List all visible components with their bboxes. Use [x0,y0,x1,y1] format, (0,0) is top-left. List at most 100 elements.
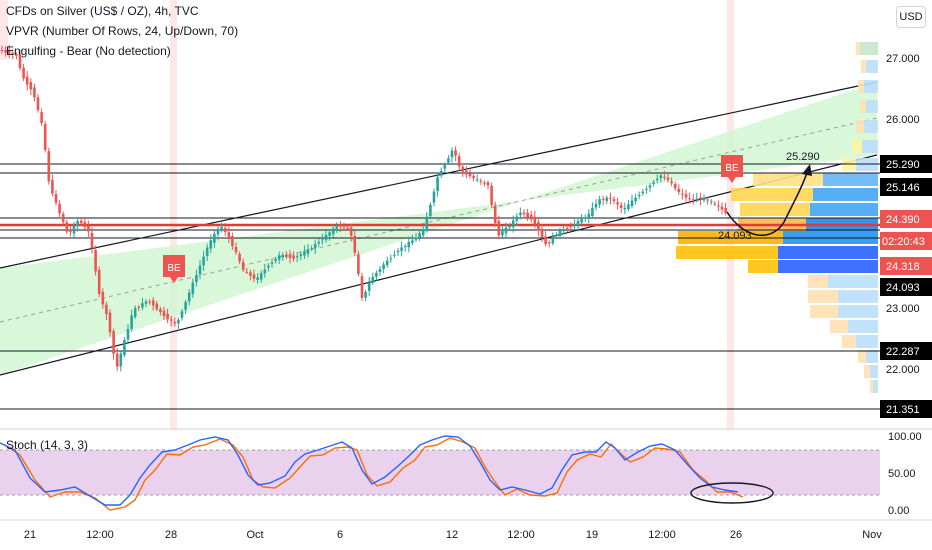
candle-body [76,220,79,227]
badge-countdown: 02:20:43 [880,232,932,250]
price-candles [0,44,727,372]
volume-profile [676,42,878,393]
time-tick: 19 [586,529,598,541]
candle-body [256,277,259,280]
engulfing-marker-label: BE [725,163,739,174]
candle-body [285,254,288,257]
candle-body [357,254,360,274]
candle-body [713,203,717,205]
candle-body [51,180,54,194]
badge-25146: 25.146 [880,178,932,196]
stoch-axis[interactable]: 100.00 50.00 0.00 [888,431,922,517]
candle-body [339,224,342,227]
price-axis[interactable]: 27.000 26.000 23.000 22.000 [886,53,920,376]
currency-button[interactable]: USD [896,6,926,28]
candle-body [47,151,51,182]
candle-body [252,274,256,279]
candle-body [137,306,141,308]
horizontal-levels [0,163,880,410]
volume-bar-up [778,246,878,259]
stoch-tick: 0.00 [888,505,909,517]
volume-bar-up [823,173,878,186]
time-axis[interactable]: 21 12:00 28 Oct 6 12 12:00 19 12:00 26 N… [24,529,882,541]
candle-body [515,216,519,221]
candle-body [83,221,87,228]
candle-body [36,97,40,110]
candle-body [522,212,526,215]
candle-body [519,212,522,216]
candle-body [396,251,400,253]
candle-body [144,301,148,304]
candle-body [641,191,645,194]
volume-bar-down [858,350,866,363]
candle-body [684,194,688,198]
candle-body [54,194,58,203]
badge-21351: 21.351 [880,400,932,418]
volume-bar-up [778,260,878,273]
time-tick: 12:00 [648,529,676,541]
candle-body [454,150,457,156]
candle-body [724,207,727,213]
candle-body [0,50,4,52]
candle-body [79,220,83,224]
candle-body [447,158,450,163]
engulfing-legend[interactable]: Engulfing - Bear (No detection) [6,44,171,58]
candle-body [69,231,72,233]
volume-bar-down [858,80,864,93]
candle-body [11,52,15,55]
candle-body [123,340,126,356]
svg-text:25.146: 25.146 [886,182,920,194]
candle-body [231,236,234,246]
candle-body [141,303,144,308]
vpvr-legend[interactable]: VPVR (Number Of Rows, 24, Up/Down, 70) [6,24,239,38]
candle-body [202,256,205,266]
volume-bar-down [810,305,838,318]
stoch-legend[interactable]: Stoch (14, 3, 3) [6,438,89,452]
price-tick: 23.000 [886,303,920,315]
support-price-label: 24.093 [718,230,752,242]
candle-body [605,197,609,201]
candle-body [371,276,375,283]
candle-body [493,205,497,224]
candle-body [22,67,25,79]
candle-body [443,164,447,169]
candle-body [306,249,310,254]
volume-bar-down [860,100,866,113]
candle-body [263,269,267,274]
candle-body [565,227,569,229]
volume-bar-down [808,290,838,303]
candle-body [346,227,349,229]
candle-body [159,309,162,312]
candle-body [313,243,317,249]
candle-body [40,112,43,123]
candle-body [324,234,328,240]
volume-bar-down [856,42,860,55]
volume-bar-down [856,120,864,133]
stoch-tick: 100.00 [888,431,922,443]
session-highlights [0,0,734,430]
volume-bar-down [870,380,873,393]
candle-body [429,204,432,217]
candle-body [634,197,637,202]
svg-text:22.287: 22.287 [886,346,920,358]
candle-body [425,216,429,231]
candle-body [187,292,191,302]
volume-bar-down [748,260,778,273]
candle-body [130,315,133,329]
candle-body [706,199,709,201]
candle-body [33,87,36,98]
candle-body [616,202,619,205]
svg-text:02:20:43: 02:20:43 [882,236,925,248]
candle-body [511,220,515,228]
candle-body [133,308,137,317]
badge-22287: 22.287 [880,342,932,360]
candle-body [526,212,529,218]
symbol-legend[interactable]: CFDs on Silver (US$ / OZ), 4h, TVC [6,4,199,18]
engulfing-marker-1[interactable]: BE [163,255,185,283]
candle-body [619,205,623,209]
volume-bar-up [838,290,878,303]
candle-body [465,170,468,175]
candle-body [101,291,105,305]
engulfing-marker-2[interactable]: BE [721,155,743,183]
